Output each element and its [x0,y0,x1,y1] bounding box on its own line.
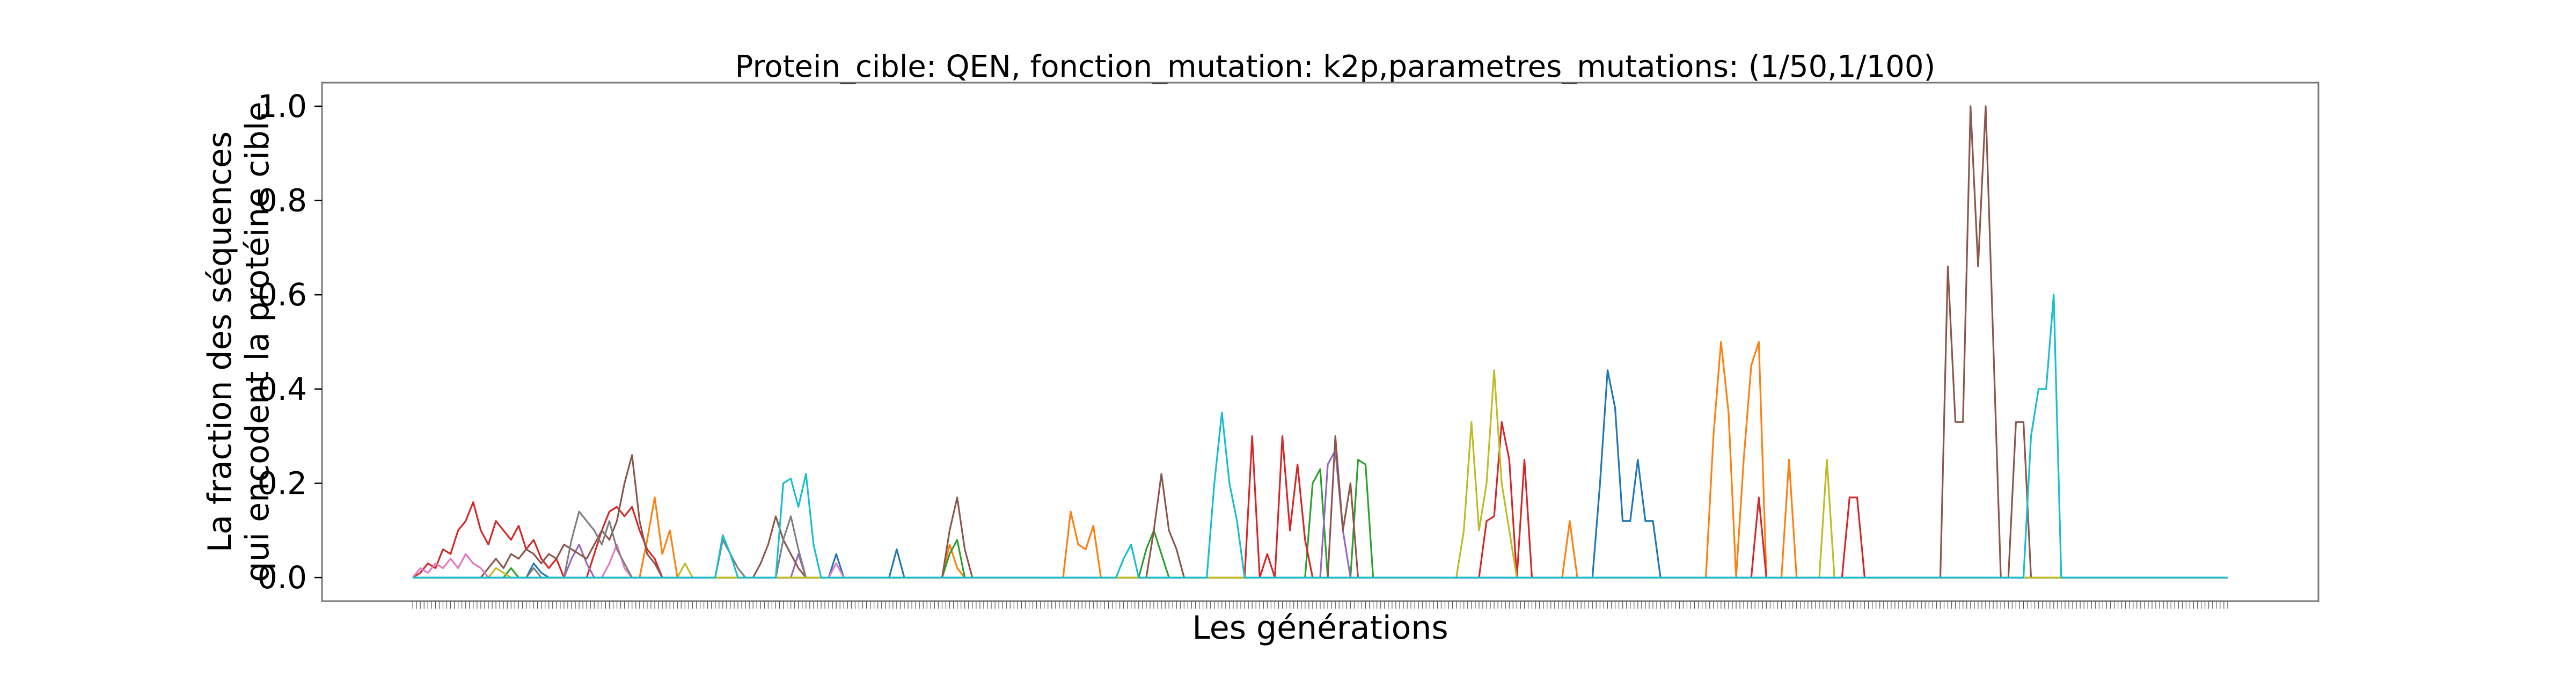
x-axis-label: Les générations [1192,609,1448,647]
y-tick-label: 1.0 [258,88,307,125]
series-layer [412,105,2228,579]
y-tick-label: 0.0 [258,559,307,596]
y-tick-label: 0.8 [258,182,307,219]
series-line-4 [412,421,2228,579]
series-line-2 [413,341,2228,579]
y-axis-label-line-2: qui encodent la protéine cible [239,101,276,582]
chart-title: Protein_cible: QEN, fonction_mutation: k… [735,49,1936,84]
y-tick-label: 0.6 [258,276,307,313]
y-axis-label: La fraction des séquences qui encodent l… [201,101,276,582]
y-axis: 0.0 0.2 0.4 0.6 0.8 1.0 [258,88,322,596]
series-line-6 [413,105,2228,579]
plot-frame [321,82,2319,602]
x-ticks [412,601,2228,609]
y-tick-label: 0.2 [258,465,307,501]
series-line-10 [413,294,2228,579]
y-axis-label-line-1: La fraction des séquences [201,131,239,553]
y-tick-label: 0.4 [258,371,307,407]
series-line-3 [413,458,2228,579]
